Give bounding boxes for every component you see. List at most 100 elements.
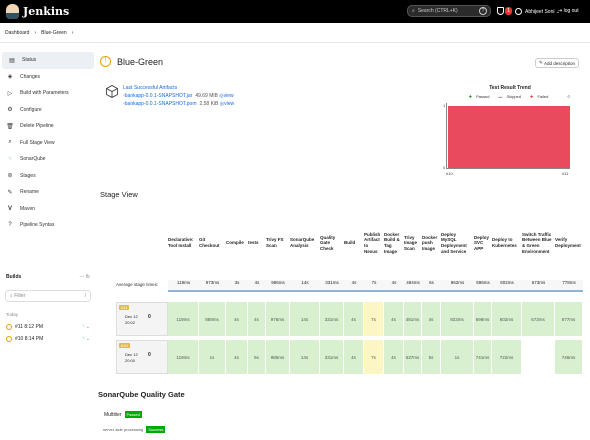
stage-header: Docker Build & Tag Image [384, 231, 400, 254]
stage-header: Docker push Image [422, 234, 438, 251]
stage-cell[interactable]: 4s [384, 340, 403, 374]
logout-link[interactable]: ⇥ log out [558, 8, 579, 14]
stage-cell[interactable]: 4s [344, 340, 363, 374]
stage-cell[interactable]: 1s [199, 340, 225, 374]
sidebar-item-status[interactable]: ▤ Status [2, 52, 94, 69]
build-tag: #11 [119, 305, 130, 310]
stage-header: SonarQube Analysis [290, 237, 315, 248]
stage-header: Trivy Image Scan [404, 234, 418, 251]
sidebar-item-sonarqube[interactable]: ◝ SonarQube [0, 151, 96, 168]
test-result-trend: Test Result Trend ✚ Passed ▬ Skipped ✚ F… [443, 85, 574, 176]
build-run[interactable]: #11 Dec 12 20:02 0 [116, 302, 168, 336]
build-tag: #10 [119, 343, 130, 348]
build-row[interactable]: #10 8:14 PM ◝ ⌄ [2, 333, 94, 345]
stage-cell[interactable]: 331ms [320, 302, 343, 336]
sidebar-item-build[interactable]: ▷ Build with Parameters [7, 90, 69, 97]
stage-cell[interactable]: 4s [248, 302, 265, 336]
gear-icon: ⚙ [7, 107, 13, 114]
stage-cell[interactable]: 14s [290, 340, 319, 374]
fingerprint-icon: ◎ [217, 93, 224, 99]
builds-title: Builds [6, 274, 22, 280]
artifact-row: ▫ bankapp-0.0.1-SNAPSHOT.jar 49.69 MiB ◎ vi… [123, 93, 234, 99]
stage-cell[interactable]: 14s [290, 302, 319, 336]
stage-header: Quality Gate Check [320, 234, 336, 251]
security-icon[interactable] [497, 7, 504, 15]
sidebar-item-syntax[interactable]: ? Pipeline Syntax [0, 217, 96, 234]
avg-cell: 696ms [474, 280, 492, 292]
stage-cell[interactable]: 889ms [199, 302, 225, 336]
avg-cell: 484ms [404, 280, 422, 292]
sidebar-item-maven[interactable]: V Maven [7, 205, 36, 212]
stage-cell[interactable]: 746ms [555, 340, 582, 374]
sidebar-item-fullstage[interactable]: ⌕ Full Stage View [0, 135, 96, 152]
stage-cell[interactable]: 741ms [474, 340, 491, 374]
builds-filter-input[interactable]: ⌕ Filter / [5, 290, 91, 302]
stage-cell[interactable]: 4s [226, 340, 247, 374]
stage-cell[interactable]: 985ms [266, 340, 289, 374]
breadcrumb-blue-green[interactable]: Blue-Green [41, 29, 67, 36]
sidebar-item-stages[interactable]: ⊜ Stages [7, 172, 36, 180]
stage-cell[interactable]: 4s [344, 302, 363, 336]
stage-cell[interactable]: 4s [384, 302, 403, 336]
trash-icon: 🗑 [6, 123, 14, 130]
notification-badge[interactable]: 1 [505, 7, 512, 15]
artifact-list: Last Successful Artifacts ▫ bankapp-0.0.1… [123, 84, 273, 108]
stage-cell[interactable]: 119ms [168, 340, 198, 374]
today-label: Today [6, 312, 19, 317]
sidebar-item-rename[interactable]: ✎ Rename [7, 189, 39, 196]
stage-cell[interactable]: 976ms [266, 302, 289, 336]
sonar-project: Multitier Passed [104, 411, 142, 418]
y-tick: 1 [443, 103, 446, 108]
stage-cell[interactable]: 4s [226, 302, 247, 336]
stage-cell[interactable]: 4s [422, 302, 440, 336]
stage-cell[interactable]: 923ms [441, 302, 473, 336]
user-menu[interactable]: Abhijeet Soni ⌄ [515, 8, 560, 15]
logo[interactable]: Jenkins [6, 4, 69, 19]
avg-label: Average stage times: [116, 282, 159, 287]
add-description-button[interactable]: ✎ Add description [535, 58, 579, 68]
chevron-down-icon: ⌄ [554, 8, 561, 15]
avg-cell: 962ms [441, 280, 474, 292]
changes-icon: ◈ [7, 74, 13, 81]
stage-header: Trivy FS Scan [266, 237, 284, 248]
stage-header: Publish Artifact to Nexus [364, 231, 381, 254]
artifact-row: ▫ bankapp-0.0.1-SNAPSHOT.pom 2.58 KiB ◎ vie… [123, 101, 235, 107]
stage-cell[interactable]: 119ms [168, 302, 198, 336]
search-icon: ⌕ [10, 293, 15, 299]
stage-cell[interactable]: 5s [422, 340, 440, 374]
avg-cell: 778ms [555, 280, 583, 292]
stage-header: Declarative: Tool Install [168, 237, 194, 248]
trend-plot[interactable] [446, 103, 570, 169]
x-tick: #10 [446, 171, 453, 176]
stage-cell[interactable]: 481ms [404, 302, 421, 336]
stage-cell[interactable]: 7s [364, 340, 383, 374]
run-changes: 0 [148, 314, 151, 320]
in-progress-icon [6, 324, 12, 330]
stage-cell[interactable]: 673ms [522, 302, 554, 336]
build-row[interactable]: #11 8:12 PM ◝ ⌄ [2, 321, 94, 333]
artifacts-title[interactable]: Last Successful Artifacts [123, 85, 178, 91]
build-run[interactable]: #10 Dec 12 20:00 0 [116, 340, 168, 374]
stage-cell[interactable]: 5s [248, 340, 265, 374]
stage-cell[interactable]: 722ms [492, 340, 521, 374]
stages-icon: ⊜ [7, 173, 13, 180]
stage-cell[interactable]: 537ms [404, 340, 421, 374]
gear-icon[interactable]: ⚙ [567, 94, 571, 99]
sidebar-item-delete[interactable]: 🗑 Delete Pipeline [6, 123, 54, 130]
search-input[interactable]: ⌕ Search (CTRL+K) ? [407, 5, 491, 17]
stage-cell[interactable]: 677ms [555, 302, 582, 336]
stage-cell[interactable]: 602ms [492, 302, 521, 336]
stage-cell[interactable]: 331ms [320, 340, 343, 374]
builds-menu-icon[interactable]: ⋯ ↻ [79, 274, 90, 280]
stage-cell[interactable]: 698ms [474, 302, 491, 336]
breadcrumb-dashboard[interactable]: Dashboard [5, 29, 30, 36]
logout-icon: ⇥ [558, 8, 564, 14]
stage-cell[interactable]: 7s [364, 302, 383, 336]
sidebar-item-configure[interactable]: ⚙ Configure [7, 106, 42, 114]
stage-cell[interactable] [522, 340, 554, 374]
page-title: ! Blue-Green [100, 56, 163, 67]
avg-cell: 973ms [199, 280, 226, 292]
stage-cell[interactable]: 1s [441, 340, 473, 374]
help-icon[interactable]: ? [479, 7, 487, 15]
sidebar-item-changes[interactable]: ◈ Changes [7, 73, 41, 81]
